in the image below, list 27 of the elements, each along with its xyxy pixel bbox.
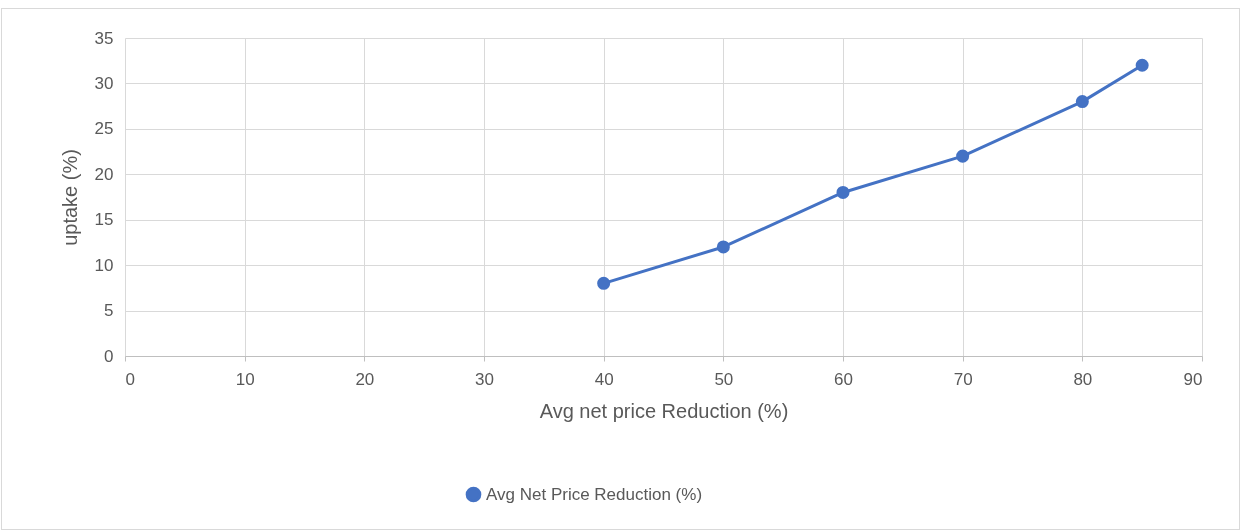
y-axis-title: uptake (%)	[58, 149, 81, 246]
point	[956, 149, 970, 163]
y-tick-label: 5	[104, 301, 114, 321]
x-tick-label: 30	[475, 369, 494, 389]
point	[716, 240, 730, 254]
x-axis-title: Avg net price Reduction (%)	[539, 399, 789, 422]
y-tick-label: 30	[94, 73, 114, 93]
x-tick-label: 60	[834, 369, 853, 389]
y-tick-label: 15	[94, 210, 114, 230]
y-tick-label: 10	[94, 255, 114, 275]
point	[836, 185, 850, 199]
x-tick-label: 50	[714, 369, 734, 389]
y-tick-label: 35	[94, 28, 114, 48]
point	[1135, 58, 1149, 72]
x-tick-label: 70	[953, 369, 973, 389]
x-tick-label: 0	[125, 369, 135, 389]
point	[1075, 95, 1089, 109]
x-tick-label: 10	[235, 369, 255, 389]
legend-label: Avg Net Price Reduction (%)	[486, 484, 703, 504]
y-tick-label: 25	[94, 119, 114, 139]
x-tick-label: 80	[1073, 369, 1093, 389]
point	[597, 276, 611, 290]
x-tick-label: 40	[594, 369, 614, 389]
y-tick-label: 0	[104, 346, 114, 366]
x-tick-label: 90	[1183, 369, 1203, 389]
x-tick-label: 20	[355, 369, 375, 389]
y-tick-label: 20	[94, 164, 114, 184]
